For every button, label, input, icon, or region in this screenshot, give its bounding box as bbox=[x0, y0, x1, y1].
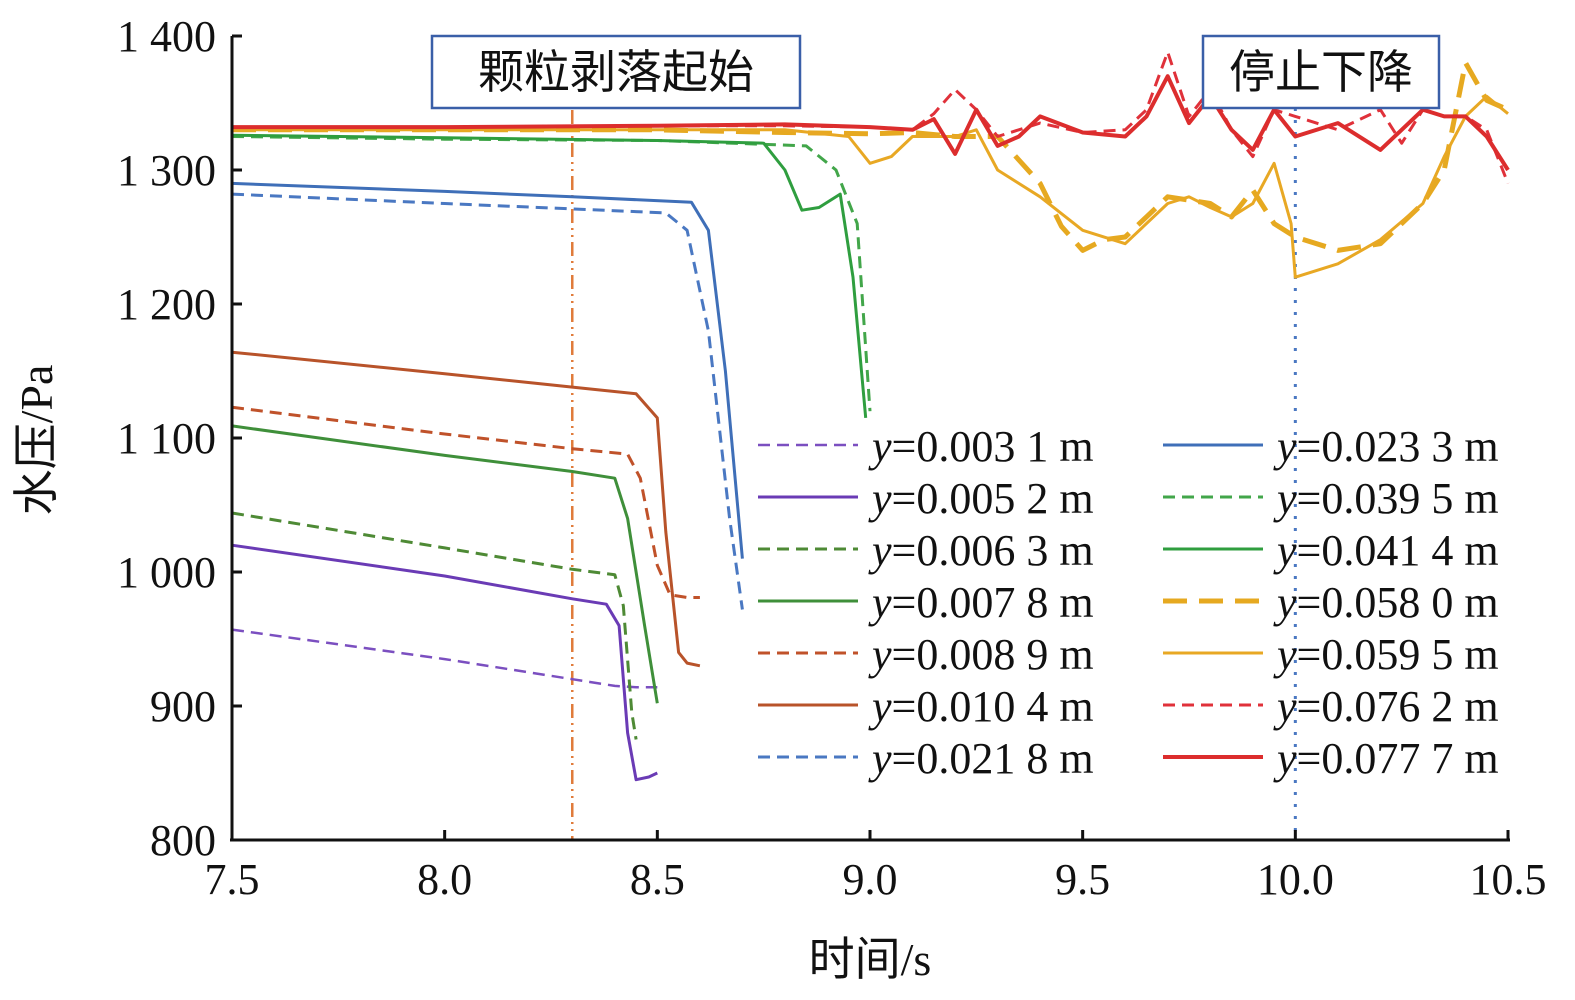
series-line bbox=[232, 74, 1510, 172]
annotation-box bbox=[1201, 34, 1441, 110]
legend-label: y=0.077 7 m bbox=[1273, 734, 1499, 783]
series-line bbox=[231, 181, 744, 559]
series-line bbox=[231, 511, 638, 740]
annotation-label: 停止下降 bbox=[1229, 47, 1413, 98]
y-tick-label: 1 100 bbox=[117, 414, 216, 463]
annotation-lines bbox=[571, 108, 1297, 840]
legend-label: y=0.076 2 m bbox=[1273, 682, 1499, 731]
annotation-label: 颗粒剥落起始 bbox=[478, 47, 754, 98]
y-tick-label: 1 200 bbox=[117, 280, 216, 329]
series-line bbox=[231, 628, 658, 689]
legend-label: y=0.003 1 m bbox=[868, 422, 1094, 471]
legend-label: y=0.058 0 m bbox=[1273, 578, 1499, 627]
legend-label: y=0.021 8 m bbox=[868, 734, 1094, 783]
y-tick-label: 1 400 bbox=[117, 12, 216, 61]
legend-label: y=0.010 4 m bbox=[868, 682, 1094, 731]
x-tick-label: 8.0 bbox=[417, 855, 472, 904]
series-line bbox=[231, 192, 744, 610]
legend: y=0.003 1 my=0.005 2 my=0.006 3 my=0.007… bbox=[758, 422, 1499, 783]
series-line bbox=[231, 543, 658, 782]
legend-label: y=0.039 5 m bbox=[1273, 474, 1499, 523]
legend-label: y=0.006 3 m bbox=[868, 526, 1094, 575]
legend-label: y=0.005 2 m bbox=[868, 474, 1094, 523]
legend-label: y=0.041 4 m bbox=[1273, 526, 1499, 575]
x-tick-label: 10.0 bbox=[1257, 855, 1334, 904]
series-line bbox=[231, 350, 701, 668]
legend-label: y=0.008 9 m bbox=[868, 630, 1094, 679]
x-tick-label: 10.5 bbox=[1470, 855, 1547, 904]
legend-label: y=0.059 5 m bbox=[1273, 630, 1499, 679]
x-tick-label: 7.5 bbox=[205, 855, 260, 904]
x-tick-label: 9.5 bbox=[1055, 855, 1110, 904]
y-axis-title: 水压/Pa bbox=[11, 365, 62, 516]
x-tick-label: 9.0 bbox=[843, 855, 898, 904]
series-line bbox=[231, 135, 872, 412]
y-tick-label: 800 bbox=[150, 816, 216, 865]
x-axis-title: 时间/s bbox=[809, 934, 932, 985]
series-line bbox=[232, 94, 1509, 279]
series-line bbox=[231, 133, 868, 419]
legend-label: y=0.023 3 m bbox=[1273, 422, 1499, 471]
series-group bbox=[231, 50, 1510, 782]
y-tick-label: 1 000 bbox=[117, 548, 216, 597]
legend-label: y=0.007 8 m bbox=[868, 578, 1094, 627]
series-line bbox=[231, 405, 700, 599]
x-tick-label: 8.5 bbox=[630, 855, 685, 904]
y-tick-label: 900 bbox=[150, 682, 216, 731]
annotation-box bbox=[430, 34, 802, 110]
y-tick-label: 1 300 bbox=[117, 146, 216, 195]
annotation-boxes: 颗粒剥落起始 停止下降 bbox=[430, 34, 1441, 110]
ticks: 800 900 1 000 1 100 1 200 1 300 1 400 7.5 8.0 8.5… bbox=[117, 12, 1547, 904]
series-line bbox=[231, 424, 659, 704]
